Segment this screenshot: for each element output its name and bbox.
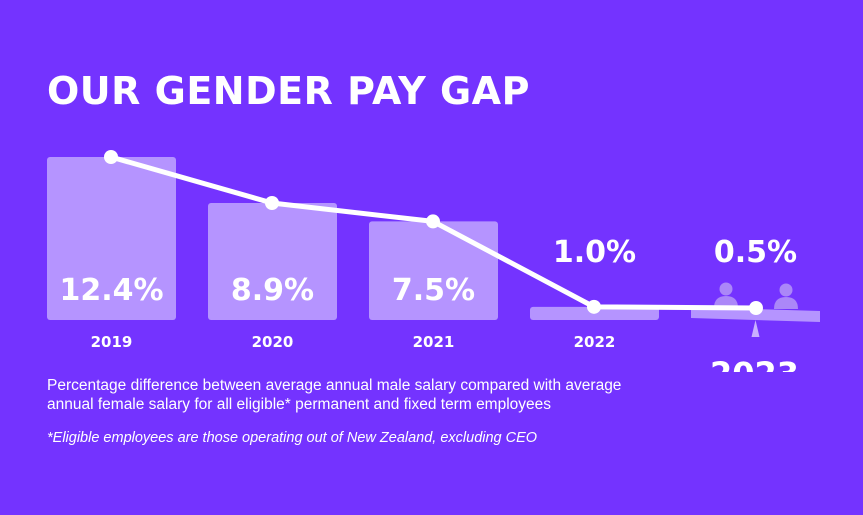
bar-2021 xyxy=(369,221,498,320)
value-label-2022: 1.0% xyxy=(553,235,636,270)
point-2020 xyxy=(265,196,279,211)
page-title: OUR GENDER PAY GAP xyxy=(47,69,530,113)
category-label-2020: 2020 xyxy=(252,333,294,351)
point-2021 xyxy=(426,214,440,229)
category-label-2021: 2021 xyxy=(413,333,455,351)
balance-scale-icon xyxy=(751,320,760,337)
labels-layer: 12.4% 8.9% 7.5% 1.0% 0.5% 2019 2020 2021 2022 202… xyxy=(59,235,799,372)
point-2019 xyxy=(104,150,118,164)
bar-2020 xyxy=(208,203,337,320)
category-label-2019: 2019 xyxy=(91,333,133,351)
point-2022 xyxy=(587,299,601,314)
value-label-2021: 7.5% xyxy=(392,273,475,308)
trend-line-layer xyxy=(104,150,763,315)
person-icon xyxy=(774,283,798,309)
value-label-2020: 8.9% xyxy=(231,273,314,308)
value-label-2023: 0.5% xyxy=(714,235,797,270)
category-label-2023: 2023 xyxy=(710,355,799,372)
category-label-2022: 2022 xyxy=(574,333,616,351)
pay-gap-chart: 12.4% 8.9% 7.5% 1.0% 0.5% 2019 2020 2021 2022 202… xyxy=(47,150,820,372)
chart-description: Percentage difference between average an… xyxy=(47,377,622,413)
footnote: *Eligible employees are those operating … xyxy=(47,430,538,446)
bar-2019 xyxy=(47,157,176,320)
value-label-2019: 12.4% xyxy=(59,273,163,308)
person-icon xyxy=(714,282,738,308)
bars-layer xyxy=(47,157,820,337)
point-2023 xyxy=(749,301,763,315)
